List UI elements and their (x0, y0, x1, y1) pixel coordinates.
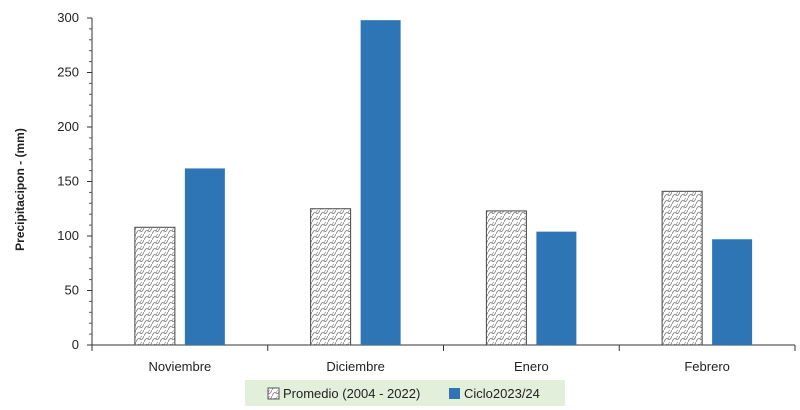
bar-promedio-enero (485, 210, 527, 346)
bar-ciclo-enero (536, 231, 577, 345)
bar-promedio-febrero (661, 190, 703, 346)
x-category-label: Enero (514, 359, 549, 374)
y-tick-label: 50 (65, 283, 79, 298)
bar-promedio-noviembre (134, 226, 176, 346)
legend-label-ciclo: Ciclo2023/24 (464, 386, 540, 401)
bar-promedio-diciembre (310, 208, 352, 346)
legend: Promedio (2004 - 2022) Ciclo2023/24 (245, 380, 565, 406)
legend-swatch-ciclo (449, 388, 460, 399)
y-tick-label: 100 (57, 228, 79, 243)
y-tick-label: 250 (57, 65, 79, 80)
x-category-label: Noviembre (148, 359, 211, 374)
y-ticks: 0 50 100 150 200 250 300 (57, 10, 92, 352)
y-tick-label: 300 (57, 10, 79, 25)
x-category-label: Febrero (684, 359, 730, 374)
x-category-label: Diciembre (326, 359, 385, 374)
category-labels: Noviembre Diciembre Enero Febrero (148, 359, 729, 374)
bars (134, 20, 753, 346)
bar-ciclo-noviembre (184, 168, 225, 345)
y-tick-label: 150 (57, 174, 79, 189)
y-axis-label: Precipitacipon - (mm) (13, 128, 27, 251)
bar-ciclo-diciembre (360, 20, 401, 346)
y-tick-label: 200 (57, 119, 79, 134)
legend-swatch-promedio (267, 387, 280, 400)
bar-ciclo-febrero (712, 239, 753, 345)
y-tick-label: 0 (72, 337, 79, 352)
legend-label-promedio: Promedio (2004 - 2022) (283, 386, 420, 401)
legend-background (245, 380, 565, 406)
x-ticks (91, 345, 796, 351)
